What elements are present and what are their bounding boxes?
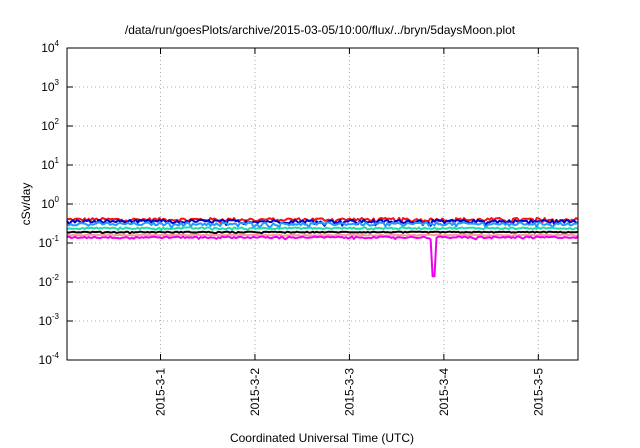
y-axis: 10-4 10-3 10-2 10-1 100 101 102 103 104	[39, 39, 578, 367]
y-tick-label: 100	[41, 195, 59, 211]
x-axis: 2015-3-1 2015-3-2 2015-3-3 2015-3-4 2015-3-5	[154, 48, 545, 416]
y-tick-label: 10-3	[39, 312, 60, 328]
series-group	[66, 216, 579, 278]
y-tick-label: 10-4	[39, 351, 60, 367]
series-line	[66, 235, 579, 278]
series-line	[66, 226, 579, 232]
chart-title: /data/run/goesPlots/archive/2015-03-05/1…	[125, 23, 516, 37]
x-tick-label: 2015-3-1	[154, 368, 168, 416]
y-axis-label: cSv/day	[19, 183, 33, 226]
x-tick-label: 2015-3-5	[531, 368, 545, 416]
x-tick-label: 2015-3-2	[248, 368, 262, 416]
x-tick-label: 2015-3-4	[437, 368, 451, 416]
y-tick-label: 10-2	[39, 273, 60, 289]
grid	[67, 48, 578, 360]
series-line	[66, 230, 579, 235]
x-tick-label: 2015-3-3	[342, 368, 356, 416]
y-tick-label: 10-1	[39, 234, 60, 250]
y-tick-label: 101	[41, 156, 59, 172]
x-axis-label: Coordinated Universal Time (UTC)	[230, 431, 414, 445]
y-tick-label: 104	[41, 39, 59, 55]
y-tick-label: 103	[41, 78, 59, 94]
plot-frame	[66, 47, 579, 361]
y-tick-label: 102	[41, 117, 59, 133]
series-line	[66, 233, 579, 238]
series-line	[66, 221, 579, 229]
